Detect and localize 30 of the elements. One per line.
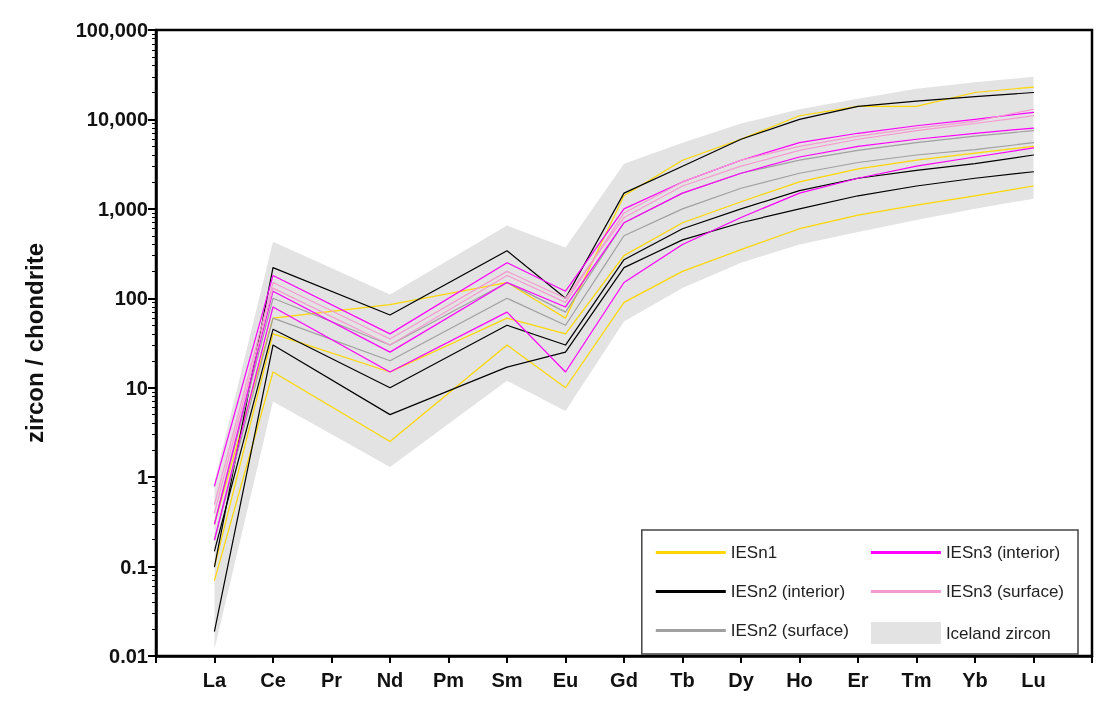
x-tick-label: Gd xyxy=(610,669,638,691)
x-tick-label: Er xyxy=(847,669,869,691)
y-tick-label: 1 xyxy=(136,466,148,489)
x-tick-label: Pm xyxy=(432,669,465,691)
y-tick-label: 1,000 xyxy=(97,197,148,220)
y-tick-label: 10,000 xyxy=(86,108,148,131)
x-tick-label: Tb xyxy=(670,669,695,691)
legend-label: IESn2 (interior) xyxy=(730,582,846,601)
x-tick-label: Yb xyxy=(962,669,988,691)
x-tick-label: Nd xyxy=(376,669,404,691)
y-tick-label: 0.1 xyxy=(120,555,148,578)
y-tick-label: 100 xyxy=(114,287,148,310)
x-tick-label: La xyxy=(202,669,228,691)
y-tick-label: 100,000 xyxy=(75,19,148,41)
y-tick-label: 0.01 xyxy=(109,645,148,667)
legend-label: IESn3 (interior) xyxy=(945,543,1061,562)
x-tick-label: Lu xyxy=(1021,669,1046,691)
y-axis-title: zircon / chondrite xyxy=(20,242,48,444)
legend-label: Iceland zircon xyxy=(945,623,1051,643)
x-tick-label: Eu xyxy=(552,669,579,691)
y-tick-label: 10 xyxy=(125,376,148,399)
x-tick-label: Ho xyxy=(786,669,813,691)
x-tick-label: Pr xyxy=(320,669,343,691)
legend-label: IESn1 xyxy=(730,543,778,562)
x-tick-label: Tm xyxy=(901,669,932,691)
x-tick-label: Dy xyxy=(728,669,755,691)
x-tick-label: Ce xyxy=(260,669,286,691)
legend-label: IESn3 (surface) xyxy=(945,582,1065,601)
x-tick-label: Sm xyxy=(491,669,523,691)
legend-label: IESn2 (surface) xyxy=(730,621,849,640)
